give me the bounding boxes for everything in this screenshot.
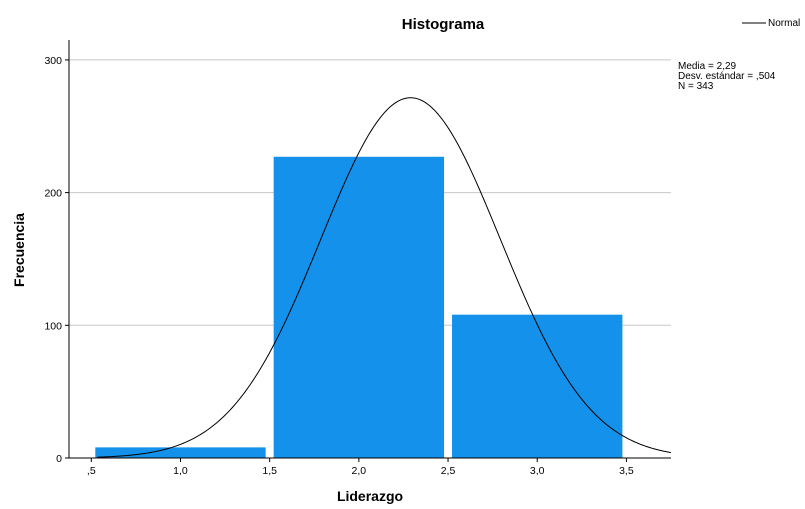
bars bbox=[95, 156, 623, 458]
y-tick-label-3: 300 bbox=[44, 55, 62, 67]
axes bbox=[65, 40, 671, 462]
histogram-bar-1 bbox=[273, 156, 445, 458]
x-tick-label-1: 1,0 bbox=[173, 465, 188, 477]
legend-label-normal: Normal bbox=[768, 18, 800, 29]
y-tick-label-2: 200 bbox=[44, 188, 62, 200]
x-tick-label-3: 2,0 bbox=[352, 465, 367, 477]
x-tick-label-2: 1,5 bbox=[262, 465, 277, 477]
normal-curve bbox=[97, 97, 672, 458]
histogram-bar-2 bbox=[452, 314, 623, 458]
y-tick-labels: 0 100 200 300 bbox=[44, 55, 62, 465]
x-tick-labels: ,5 1,0 1,5 2,0 2,5 3,0 3,5 bbox=[87, 465, 634, 477]
stat-sd: Desv. estándar = ,504 bbox=[678, 71, 776, 82]
x-tick-label-6: 3,5 bbox=[619, 465, 634, 477]
chart-title: Histograma bbox=[402, 16, 485, 33]
y-axis-label: Frecuencia bbox=[11, 213, 27, 287]
stat-n: N = 343 bbox=[678, 81, 714, 92]
x-axis-label: Liderazgo bbox=[337, 488, 403, 504]
y-tick-label-0: 0 bbox=[56, 453, 62, 465]
histogram-bar-0 bbox=[95, 447, 266, 458]
y-tick-label-1: 100 bbox=[44, 320, 62, 332]
x-tick-label-5: 3,0 bbox=[530, 465, 545, 477]
summary-stats: Media = 2,29 Desv. estándar = ,504 N = 3… bbox=[678, 61, 776, 92]
x-tick-label-0: ,5 bbox=[87, 465, 96, 477]
x-tick-label-4: 2,5 bbox=[441, 465, 456, 477]
legend: Normal bbox=[742, 18, 800, 29]
stat-mean: Media = 2,29 bbox=[678, 61, 737, 72]
